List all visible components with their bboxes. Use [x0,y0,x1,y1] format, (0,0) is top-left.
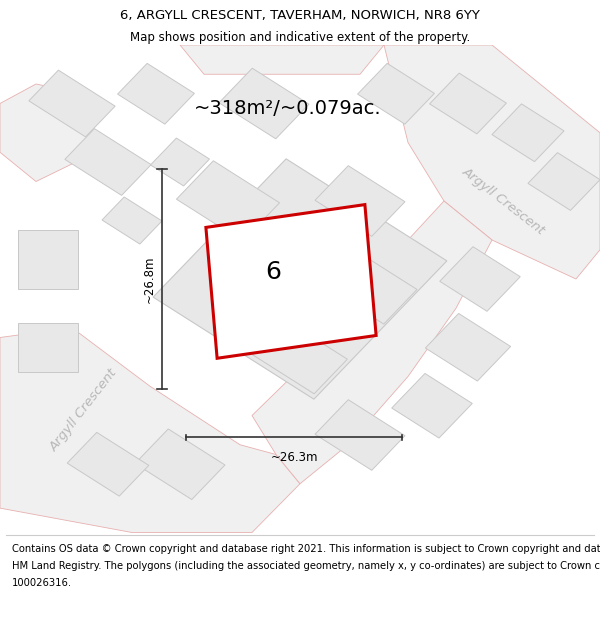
Text: 6: 6 [265,260,281,284]
Polygon shape [392,374,472,438]
Text: Map shows position and indicative extent of the property.: Map shows position and indicative extent… [130,31,470,44]
Polygon shape [358,63,434,124]
Polygon shape [0,84,96,181]
Text: ~26.8m: ~26.8m [142,255,155,302]
Polygon shape [425,314,511,381]
Polygon shape [327,254,417,324]
Text: Argyll Crescent: Argyll Crescent [48,367,120,454]
Polygon shape [151,138,209,186]
Polygon shape [18,230,78,289]
Polygon shape [253,320,347,394]
Text: ~26.3m: ~26.3m [270,451,318,464]
Polygon shape [384,45,600,279]
Polygon shape [430,73,506,134]
Text: 100026316.: 100026316. [12,578,72,588]
Polygon shape [67,432,149,496]
Polygon shape [440,247,520,311]
Polygon shape [29,70,115,137]
Text: HM Land Registry. The polygons (including the associated geometry, namely x, y c: HM Land Registry. The polygons (includin… [12,561,600,571]
Polygon shape [118,63,194,124]
Text: ~318m²/~0.079ac.: ~318m²/~0.079ac. [194,99,382,118]
Polygon shape [252,201,492,484]
Polygon shape [153,159,447,399]
Polygon shape [102,197,162,244]
Polygon shape [315,400,405,470]
Polygon shape [135,429,225,499]
Text: Argyll Crescent: Argyll Crescent [460,165,548,238]
Polygon shape [219,68,309,139]
Polygon shape [528,152,600,211]
Polygon shape [176,161,280,241]
Polygon shape [315,166,405,236]
Text: Contains OS data © Crown copyright and database right 2021. This information is : Contains OS data © Crown copyright and d… [12,544,600,554]
Polygon shape [0,328,300,532]
Polygon shape [492,104,564,162]
Polygon shape [180,45,384,74]
Text: 6, ARGYLL CRESCENT, TAVERHAM, NORWICH, NR8 6YY: 6, ARGYLL CRESCENT, TAVERHAM, NORWICH, N… [120,9,480,22]
Polygon shape [65,129,151,196]
Polygon shape [18,323,78,372]
Polygon shape [206,204,376,358]
